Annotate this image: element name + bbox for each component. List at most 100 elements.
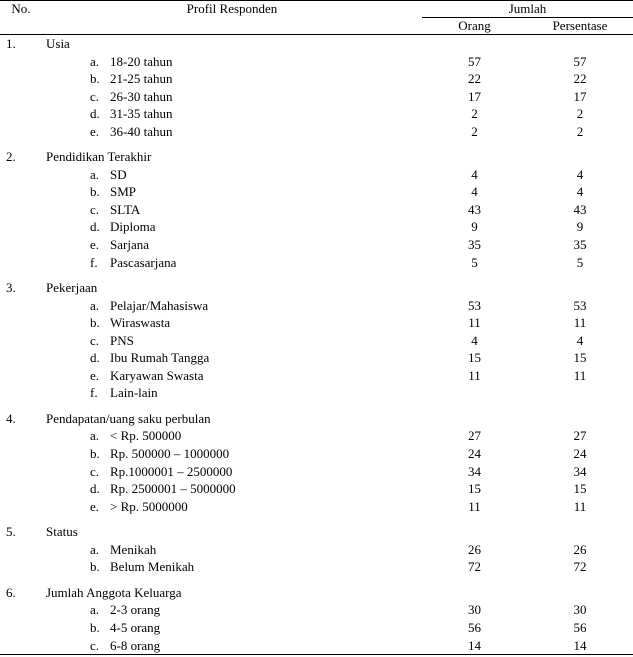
section-number: 1. (0, 35, 42, 53)
item-label: b.Rp. 500000 – 1000000 (42, 445, 422, 463)
item-letter: d. (90, 480, 110, 498)
item-letter: a. (90, 427, 110, 445)
item-label: e.Karyawan Swasta (42, 367, 422, 385)
item-orang: 34 (422, 463, 527, 481)
item-text: Pelajar/Mahasiswa (110, 298, 208, 313)
item-label: b.21-25 tahun (42, 70, 422, 88)
section-title: Pendidikan Terakhir (42, 148, 422, 166)
item-orang: 72 (422, 558, 527, 576)
item-orang (422, 384, 527, 402)
item-label: c.6-8 orang (42, 637, 422, 655)
item-label: c.Rp.1000001 – 2500000 (42, 463, 422, 481)
item-text: 6-8 orang (110, 638, 160, 653)
item-text: 21-25 tahun (110, 71, 172, 86)
item-orang: 17 (422, 88, 527, 106)
item-persentase: 2 (527, 123, 633, 141)
item-label: b.Belum Menikah (42, 558, 422, 576)
section-number: 2. (0, 148, 42, 166)
item-persentase: 17 (527, 88, 633, 106)
section-number: 6. (0, 584, 42, 602)
item-persentase: 15 (527, 349, 633, 367)
item-letter: d. (90, 349, 110, 367)
section-title: Pekerjaan (42, 279, 422, 297)
item-label: e.Sarjana (42, 236, 422, 254)
item-letter: c. (90, 637, 110, 655)
item-letter: a. (90, 297, 110, 315)
item-persentase: 43 (527, 201, 633, 219)
item-letter: e. (90, 498, 110, 516)
item-letter: c. (90, 88, 110, 106)
item-text: 4-5 orang (110, 620, 160, 635)
item-persentase: 24 (527, 445, 633, 463)
item-persentase: 2 (527, 105, 633, 123)
header-profile: Profil Responden (42, 1, 422, 35)
item-letter: c. (90, 201, 110, 219)
item-letter: a. (90, 601, 110, 619)
item-orang: 2 (422, 123, 527, 141)
item-orang: 30 (422, 601, 527, 619)
item-text: Rp. 500000 – 1000000 (110, 446, 229, 461)
item-label: a.Pelajar/Mahasiswa (42, 297, 422, 315)
item-letter: b. (90, 445, 110, 463)
item-orang: 15 (422, 349, 527, 367)
item-letter: e. (90, 123, 110, 141)
section-number: 3. (0, 279, 42, 297)
item-orang: 9 (422, 218, 527, 236)
item-text: 31-35 tahun (110, 106, 172, 121)
item-label: c.SLTA (42, 201, 422, 219)
item-persentase: 27 (527, 427, 633, 445)
item-persentase: 11 (527, 498, 633, 516)
item-label: b.SMP (42, 183, 422, 201)
item-persentase: 15 (527, 480, 633, 498)
item-letter: c. (90, 332, 110, 350)
item-persentase: 4 (527, 183, 633, 201)
item-orang: 2 (422, 105, 527, 123)
item-persentase: 72 (527, 558, 633, 576)
item-letter: f. (90, 384, 110, 402)
section-title: Status (42, 523, 422, 541)
item-text: SMP (110, 184, 136, 199)
item-orang: 5 (422, 254, 527, 272)
item-persentase: 14 (527, 637, 633, 655)
item-text: 26-30 tahun (110, 89, 172, 104)
item-persentase: 35 (527, 236, 633, 254)
item-persentase: 11 (527, 367, 633, 385)
item-letter: c. (90, 463, 110, 481)
item-persentase: 26 (527, 541, 633, 559)
item-text: Wiraswasta (110, 315, 170, 330)
item-letter: b. (90, 558, 110, 576)
item-label: d.Ibu Rumah Tangga (42, 349, 422, 367)
item-persentase: 4 (527, 166, 633, 184)
item-text: SD (110, 167, 127, 182)
item-orang: 35 (422, 236, 527, 254)
item-text: < Rp. 500000 (110, 428, 181, 443)
item-persentase: 34 (527, 463, 633, 481)
item-label: f.Lain-lain (42, 384, 422, 402)
item-label: f.Pascasarjana (42, 254, 422, 272)
section-number: 4. (0, 410, 42, 428)
item-text: 36-40 tahun (110, 124, 172, 139)
item-persentase (527, 384, 633, 402)
section-title: Jumlah Anggota Keluarga (42, 584, 422, 602)
item-letter: d. (90, 218, 110, 236)
header-no: No. (0, 1, 42, 35)
item-text: Ibu Rumah Tangga (110, 350, 209, 365)
item-label: d.Rp. 2500001 – 5000000 (42, 480, 422, 498)
item-text: PNS (110, 333, 134, 348)
item-text: Sarjana (110, 237, 149, 252)
header-persentase: Persentase (527, 18, 633, 35)
item-text: Rp.1000001 – 2500000 (110, 464, 232, 479)
item-label: d.Diploma (42, 218, 422, 236)
item-persentase: 56 (527, 619, 633, 637)
item-persentase: 57 (527, 53, 633, 71)
item-orang: 11 (422, 314, 527, 332)
item-label: e.36-40 tahun (42, 123, 422, 141)
item-orang: 4 (422, 332, 527, 350)
item-orang: 26 (422, 541, 527, 559)
item-orang: 4 (422, 183, 527, 201)
item-text: Pascasarjana (110, 255, 176, 270)
item-label: e.> Rp. 5000000 (42, 498, 422, 516)
header-jumlah: Jumlah (422, 1, 633, 18)
item-text: Lain-lain (110, 385, 158, 400)
item-persentase: 4 (527, 332, 633, 350)
